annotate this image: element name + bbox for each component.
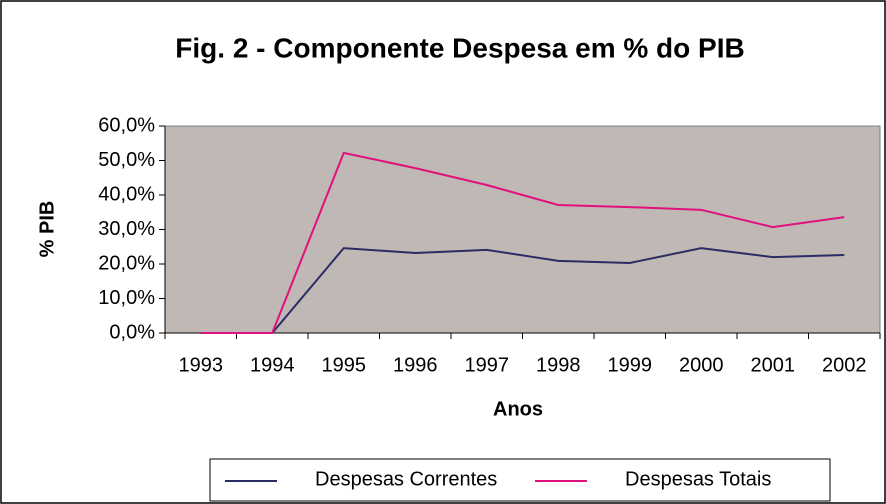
legend-label: Despesas Correntes [315, 468, 497, 490]
y-tick-label: 60,0% [98, 114, 155, 136]
line-series [200, 247, 845, 334]
plot-area [164, 125, 881, 334]
y-axis-label: % PIB [36, 201, 58, 258]
y-tick-label: 20,0% [98, 252, 155, 274]
x-tick-label: 2001 [751, 354, 796, 376]
x-tick-label: 2000 [679, 354, 724, 376]
legend-label: Despesas Totais [625, 468, 771, 490]
line-series [200, 151, 845, 334]
y-tick-label: 30,0% [98, 218, 155, 240]
x-tick-label: 1995 [322, 354, 367, 376]
x-tick-label: 1997 [465, 354, 510, 376]
y-tick-label: 10,0% [98, 287, 155, 309]
x-tick-label: 1999 [608, 354, 653, 376]
x-tick-label: 2002 [822, 354, 867, 376]
y-tick-label: 0,0% [109, 321, 155, 343]
chart-title: Fig. 2 - Componente Despesa em % do PIB [175, 32, 744, 63]
x-tick-label: 1994 [250, 354, 295, 376]
x-tick-label: 1993 [179, 354, 224, 376]
x-tick-label: 1998 [536, 354, 581, 376]
x-axis-label: Anos [493, 398, 543, 420]
y-tick-label: 40,0% [98, 183, 155, 205]
y-tick-label: 50,0% [98, 149, 155, 171]
x-tick-label: 1996 [393, 354, 438, 376]
legend-box [209, 458, 831, 502]
